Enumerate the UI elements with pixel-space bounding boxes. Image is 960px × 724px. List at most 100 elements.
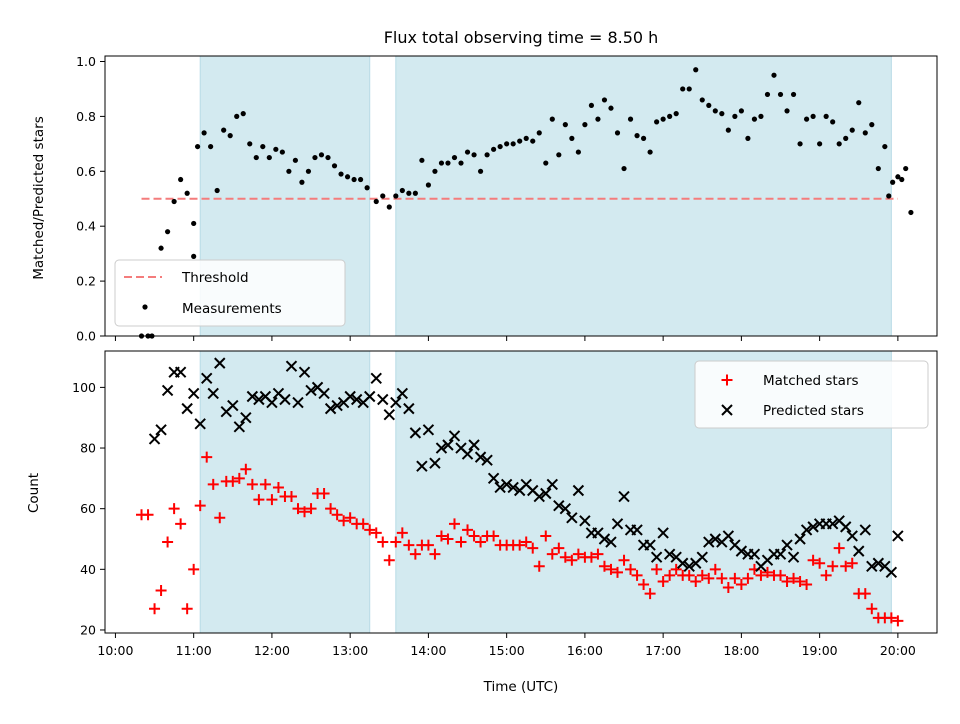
legend-measurement-label: Measurements [182, 301, 282, 317]
matched-star-point [866, 603, 878, 615]
bottom-ylabel: Count [26, 473, 42, 513]
predicted-star-point [566, 512, 578, 524]
measurement-point [869, 122, 875, 128]
measurement-point [279, 149, 285, 155]
predicted-star-point [344, 390, 356, 403]
predicted-star-point [631, 524, 643, 536]
y-tick-label: 0.6 [76, 164, 96, 179]
measurement-point [843, 135, 849, 141]
measurement-point [191, 220, 197, 227]
measurement-point [836, 141, 842, 147]
measurement-point [660, 116, 666, 122]
matched-star-point [455, 536, 467, 548]
matched-star-point [207, 478, 219, 490]
matched-star-point [657, 575, 669, 587]
predicted-star-point [598, 533, 611, 545]
matched-star-point [716, 572, 728, 584]
measurement-point [164, 229, 171, 235]
predicted-star-point [800, 524, 813, 536]
matched-star-point [253, 494, 265, 506]
matched-star-point [266, 494, 278, 506]
predicted-star-point [618, 490, 630, 503]
legend-threshold-label: Threshold [181, 270, 249, 286]
matched-star-point [468, 530, 480, 542]
measurement-point [208, 143, 214, 150]
measurement-point [318, 152, 325, 158]
measurement-point [667, 113, 673, 119]
matched-star-point [644, 588, 656, 600]
measurement-point [582, 122, 588, 128]
predicted-star-point [500, 478, 513, 491]
x-tick-label: 20:00 [880, 643, 916, 658]
measurement-point [777, 91, 784, 98]
predicted-star-point [722, 530, 735, 542]
matched-star-point [566, 554, 578, 566]
predicted-star-point [253, 393, 265, 406]
matched-star-point [325, 503, 337, 515]
measurement-point [438, 160, 445, 166]
predicted-star-point [859, 524, 871, 536]
measurement-point [886, 193, 892, 199]
matched-star-point [305, 503, 317, 515]
measurement-point [595, 116, 601, 122]
matched-star-point [814, 557, 826, 569]
matched-star-point [846, 557, 858, 569]
measurement-point [380, 193, 386, 199]
measurement-point [227, 133, 233, 139]
predicted-star-point [553, 499, 565, 512]
predicted-star-point [826, 518, 839, 530]
matched-star-point [709, 563, 721, 575]
measurement-point [299, 179, 305, 185]
measurement-point [399, 187, 405, 194]
measurement-point [575, 149, 581, 155]
predicted-star-point [872, 557, 885, 569]
predicted-star-point [148, 433, 161, 445]
measurement-point [562, 122, 568, 128]
matched-star-point [357, 518, 369, 530]
y-tick-label: 1.0 [76, 54, 96, 69]
matched-star-point [559, 551, 571, 563]
measurement-point [817, 141, 823, 147]
matched-star-point [259, 478, 271, 490]
measurement-point [432, 168, 438, 174]
matched-star-point [664, 569, 676, 581]
matched-star-point [488, 530, 500, 542]
measurement-point [504, 141, 510, 147]
measurement-point [536, 130, 542, 136]
y-tick-label: 0.2 [76, 274, 96, 289]
matched-star-point [670, 563, 682, 575]
measurement-point [875, 165, 881, 172]
matched-star-point [364, 524, 376, 536]
measurement-point [751, 116, 758, 122]
measurement-point [895, 174, 901, 180]
predicted-star-point [546, 478, 559, 491]
matched-star-point [827, 560, 839, 572]
measurement-point [214, 187, 220, 194]
matched-star-point [775, 569, 787, 581]
matched-star-point [214, 512, 226, 524]
matched-star-point [240, 463, 252, 475]
measurement-point [686, 86, 692, 92]
measurement-point [253, 154, 259, 161]
predicted-star-point [572, 484, 585, 497]
measurement-point [556, 152, 562, 158]
predicted-star-point [416, 460, 428, 472]
predicted-star-point [866, 560, 878, 572]
matched-star-point [142, 509, 154, 521]
predicted-star-point [885, 566, 898, 579]
measurement-point [201, 130, 207, 136]
matched-star-point [429, 548, 441, 560]
measurement-point [738, 108, 744, 114]
predicted-star-point [892, 530, 904, 542]
measurement-point [673, 111, 679, 117]
predicted-star-point [292, 396, 304, 409]
matched-star-point [729, 572, 741, 584]
predicted-star-point [448, 430, 461, 442]
matched-star-point [233, 472, 245, 484]
predicted-star-point [409, 427, 422, 439]
predicted-star-point [396, 387, 409, 400]
measurement-point [331, 163, 338, 169]
matched-star-point [651, 563, 663, 575]
measurement-point [247, 141, 253, 147]
